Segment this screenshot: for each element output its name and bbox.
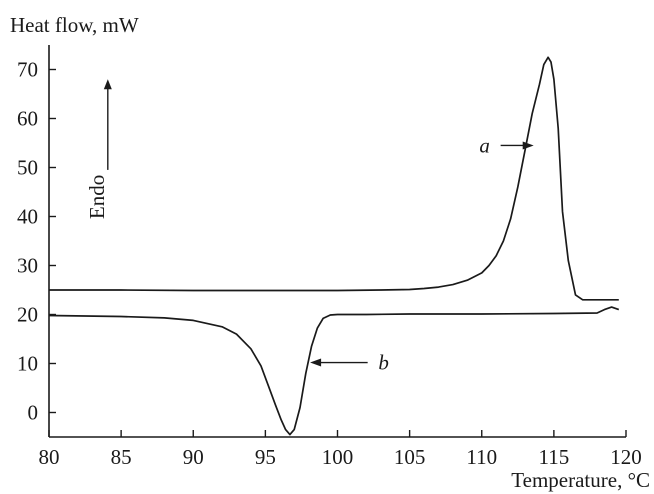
x-axis-label: Temperature, °C (511, 468, 650, 492)
tick-labels: 80 85 90 95 100 105 110 115 120 0 10 20 30 40 50 60 70 (17, 58, 642, 470)
endo-arrow-head (103, 79, 112, 90)
x-tick-label: 85 (111, 445, 132, 469)
x-tick-label: 95 (255, 445, 276, 469)
x-tick-label: 100 (322, 445, 354, 469)
curve-arrow-head-b (310, 358, 322, 367)
y-axis-label: Heat flow, mW (10, 13, 139, 37)
annotations: a b Endo (85, 79, 534, 375)
curve-label-b: b (378, 351, 389, 375)
axes (48, 45, 626, 438)
x-tick-label: 115 (539, 445, 570, 469)
curve-arrow-head-a (522, 141, 534, 150)
y-tick-label: 30 (17, 254, 38, 278)
x-tick-label: 90 (183, 445, 204, 469)
curve-label-a: a (479, 133, 490, 157)
y-tick-label: 60 (17, 107, 38, 131)
series-line-a (49, 56, 619, 301)
x-tick-label: 105 (394, 445, 426, 469)
y-tick-label: 40 (17, 205, 38, 229)
y-tick-label: 20 (17, 303, 38, 327)
y-tick-label: 10 (17, 352, 38, 376)
tick-marks (48, 68, 627, 437)
y-tick-label: 70 (17, 58, 38, 82)
x-tick-label: 120 (610, 445, 642, 469)
y-tick-label: 0 (28, 401, 39, 425)
series-group (48, 56, 620, 436)
x-tick-label: 110 (466, 445, 497, 469)
series-line-b (48, 306, 620, 436)
x-tick-label: 80 (39, 445, 60, 469)
y-tick-label: 50 (17, 156, 38, 180)
endo-label: Endo (85, 175, 109, 219)
